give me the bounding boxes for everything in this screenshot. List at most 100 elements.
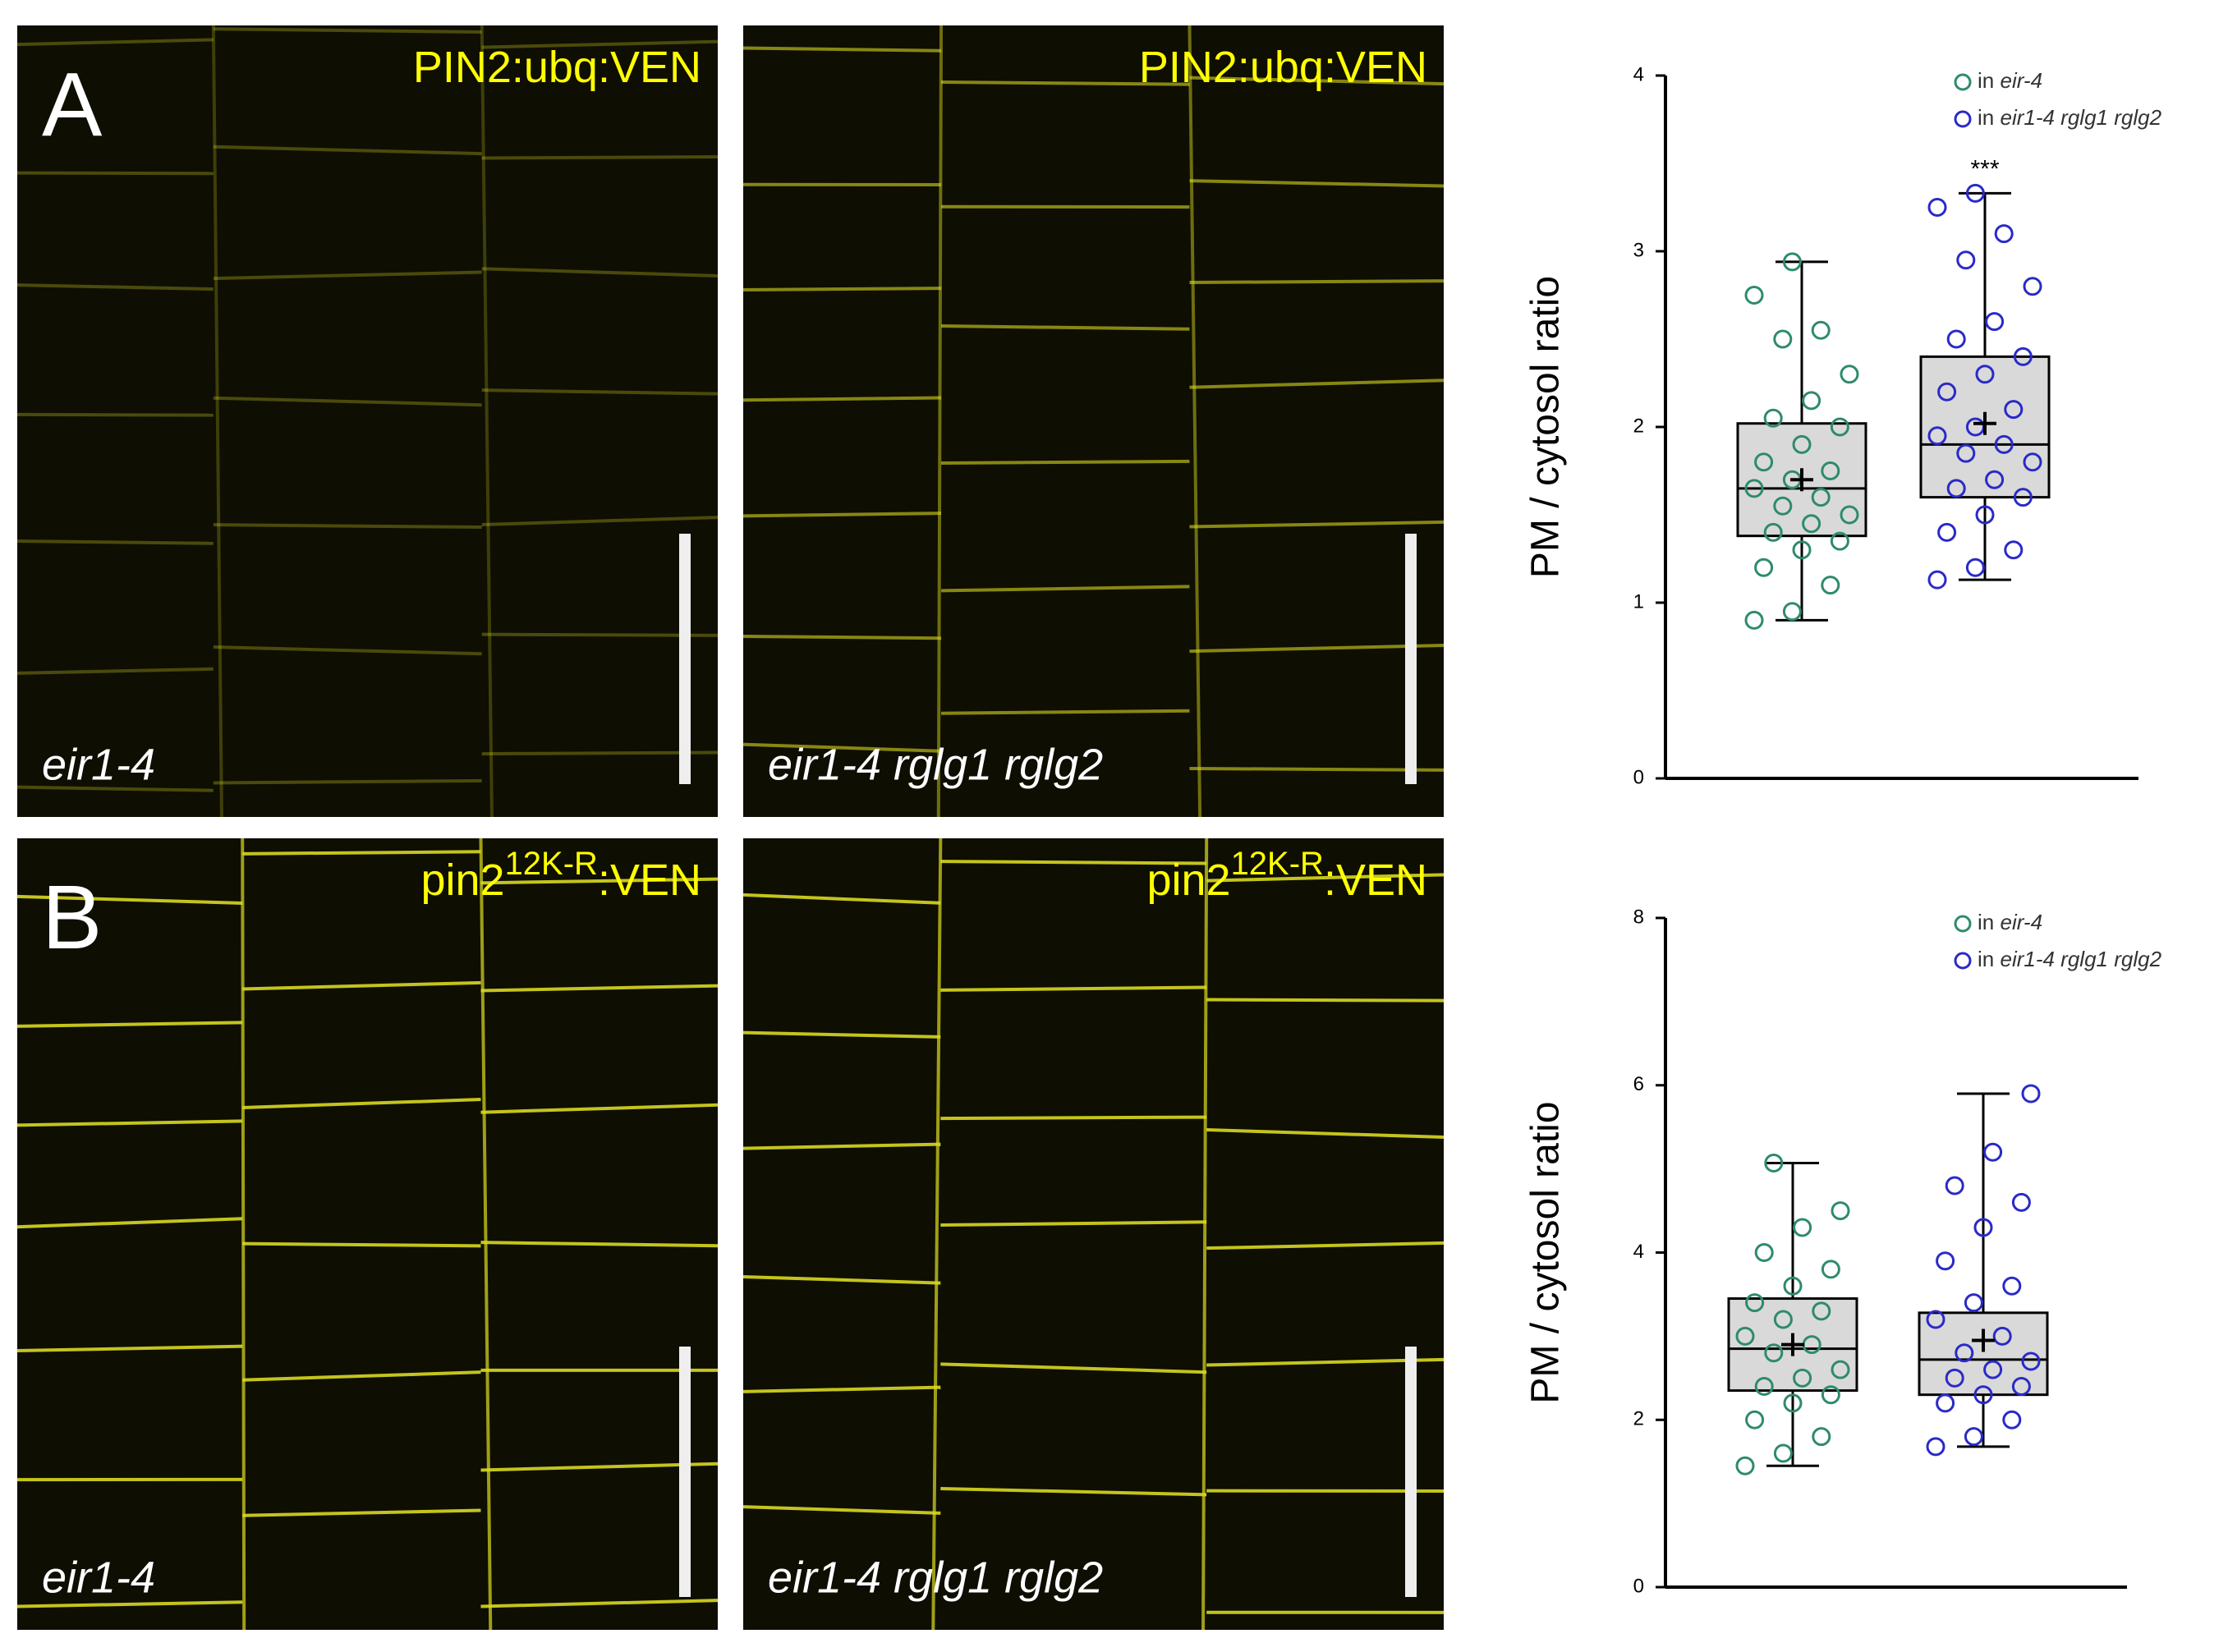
data-point [2004, 400, 2024, 420]
y-tick-label: 2 [1633, 415, 1644, 437]
data-point [1812, 1427, 1831, 1447]
data-point [1831, 1201, 1850, 1221]
y-tick-label: 8 [1633, 906, 1644, 928]
cell-wall [16, 894, 243, 905]
cell-wall [936, 25, 944, 818]
data-point [1773, 1310, 1793, 1329]
scale-bar [1405, 1347, 1417, 1597]
data-point [1735, 1456, 1755, 1475]
cell-wall [16, 1119, 243, 1127]
data-point [1946, 329, 1966, 349]
genotype: eir1-4 rglg1 rglg2 [768, 740, 1103, 789]
cell-wall [1189, 379, 1445, 389]
micrograph [17, 25, 718, 817]
mean-marker [1973, 411, 1996, 435]
data-point [1802, 391, 1821, 411]
data-point [2021, 1084, 2041, 1104]
cell-wall [241, 837, 246, 1631]
legend-marker [1954, 73, 1972, 91]
cell-wall [16, 1021, 243, 1028]
data-point [2023, 277, 2042, 296]
data-point [1936, 1393, 1955, 1413]
cell-wall [1189, 179, 1445, 188]
data-point [2011, 1377, 2031, 1396]
data-point [1964, 1427, 1983, 1447]
data-point [1840, 505, 1859, 525]
data-point [1975, 505, 1995, 525]
data-point [1965, 183, 1985, 203]
legend-prefix: in [1978, 105, 1994, 130]
legend-entry: in eir-4 [1978, 68, 2042, 93]
mean-marker [1972, 1328, 1995, 1352]
legend-prefix: in [1978, 947, 1994, 971]
cell-wall [1189, 520, 1445, 529]
cell-wall [480, 1103, 719, 1114]
cell-wall [742, 46, 942, 53]
superscript: 12K-R [1231, 846, 1324, 882]
data-point [2002, 1410, 2022, 1429]
cell-wall [16, 1344, 243, 1353]
genotype: eir1-4 [42, 740, 155, 789]
legend-prefix: in [1978, 68, 1994, 93]
data-point [1793, 1368, 1812, 1388]
data-point [1773, 329, 1793, 349]
data-point [1964, 1293, 1983, 1313]
data-point [1965, 558, 1985, 577]
cell-wall [480, 1599, 719, 1608]
legend-name: eir1-4 rglg1 rglg2 [2000, 105, 2161, 130]
cell-wall [941, 459, 1190, 465]
cell-wall [940, 1115, 1207, 1121]
data-point [2013, 488, 2033, 507]
data-point [1763, 522, 1783, 542]
cell-wall [1189, 766, 1445, 772]
data-point [1764, 1343, 1784, 1363]
cell-wall [481, 39, 719, 49]
data-point [1744, 610, 1764, 630]
scale-bar [1405, 534, 1417, 784]
data-point [1754, 558, 1774, 577]
cell-wall [213, 27, 482, 34]
cell-wall [1189, 644, 1445, 654]
data-point [1830, 531, 1849, 551]
data-point [1763, 408, 1783, 428]
data-point [1956, 250, 1976, 270]
construct: PIN2:ubq:VEN [413, 43, 701, 92]
data-point [1754, 452, 1774, 472]
cell-wall [941, 585, 1190, 593]
data-point [1927, 570, 1947, 590]
data-point [1754, 1243, 1774, 1262]
y-axis-label: PM / cytosol ratio [1524, 1101, 1568, 1403]
data-point [1782, 602, 1802, 622]
data-point [1745, 1410, 1765, 1429]
data-point [1744, 286, 1764, 305]
y-tick-label: 3 [1633, 239, 1644, 261]
micrograph [743, 25, 1444, 817]
scale-bar [679, 534, 691, 784]
cell-wall [16, 283, 214, 291]
superscript: 12K-R [505, 846, 598, 882]
data-point [1927, 198, 1947, 217]
data-point [1811, 320, 1831, 340]
data-point [1773, 1443, 1793, 1463]
data-point [1956, 443, 1976, 463]
data-point [1973, 1218, 1993, 1237]
data-point [1945, 1368, 1964, 1388]
data-point [1744, 479, 1764, 498]
legend-prefix: in [1978, 910, 1994, 934]
y-axis-label: PM / cytosol ratio [1524, 276, 1568, 578]
data-point [1831, 1360, 1850, 1379]
cell-wall [16, 1600, 243, 1608]
cell-wall [940, 985, 1207, 992]
construct: pin2 [1146, 856, 1230, 905]
data-point [1927, 426, 1947, 446]
data-point [2023, 452, 2042, 472]
data-point [1783, 1393, 1803, 1413]
legend-entry: in eir-4 [1978, 910, 2042, 934]
mean-marker [1781, 1333, 1804, 1356]
cell-wall [931, 837, 943, 1631]
cell-wall [213, 145, 482, 156]
significance: *** [1970, 155, 1999, 182]
legend-name: eir-4 [2000, 910, 2042, 934]
cell-wall [481, 388, 719, 396]
